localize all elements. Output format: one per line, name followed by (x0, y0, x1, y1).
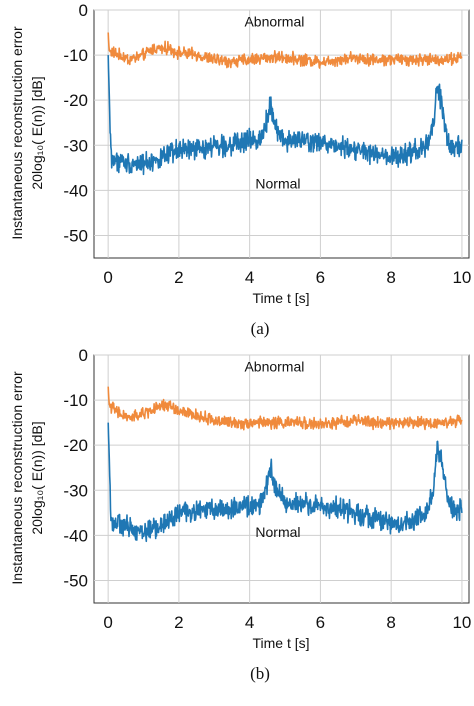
x-tick-label: 8 (386, 268, 395, 287)
grid-a (94, 9, 469, 258)
caption-b: (b) (250, 664, 270, 683)
ylabel-line1: Instantaneous reconstruction error (9, 26, 25, 240)
x-tick-label: 2 (174, 613, 183, 632)
series-normal-line (107, 55, 463, 176)
x-tick-label: 0 (103, 268, 112, 287)
y-tick-label: -50 (63, 571, 88, 590)
xlabel-a: Time t [s] (252, 290, 309, 306)
x-tick-label: 4 (245, 613, 254, 632)
y-tick-label: -20 (63, 436, 88, 455)
y-tick-label: -20 (63, 91, 88, 110)
y-tick-label: -10 (63, 391, 88, 410)
chart-a: Instantaneous reconstruction error 20log… (9, 1, 471, 338)
x-tick-label: 4 (245, 268, 254, 287)
annotation-label: Normal (255, 524, 300, 540)
figure-b: Instantaneous reconstruction error 20log… (0, 345, 474, 706)
plot-area-b (93, 354, 470, 604)
x-tick-label: 2 (174, 268, 183, 287)
x-tick-label: 8 (386, 613, 395, 632)
x-tick-label: 6 (316, 613, 325, 632)
annotation-label: Abnormal (244, 358, 304, 374)
ylabel-line2: 20log₁₀( E(n)) [dB] (29, 421, 45, 534)
series-normal-line (107, 422, 463, 543)
ylabel-b: Instantaneous reconstruction error 20log… (9, 371, 45, 585)
chart-b: Instantaneous reconstruction error 20log… (9, 346, 471, 683)
ylabel-line2: 20log₁₀( E(n)) [dB] (29, 76, 45, 189)
x-tick-label: 10 (452, 268, 471, 287)
series-abnormal-line (107, 386, 463, 431)
annotation-label: Normal (255, 176, 300, 192)
ylabel-line1: Instantaneous reconstruction error (9, 371, 25, 585)
y-tick-label: 0 (79, 346, 88, 365)
tick-labels-a: 0 2 4 6 8 10 0 -10 -20 -30 -40 -50 (63, 1, 471, 287)
y-tick-label: -30 (63, 136, 88, 155)
y-tick-label: -40 (63, 181, 88, 200)
tick-labels-b: 0 2 4 6 8 10 0 -10 -20 -30 -40 -50 (63, 346, 471, 632)
figure-a: Instantaneous reconstruction error 20log… (0, 0, 474, 345)
annotations-b: Abnormal Normal (244, 358, 304, 539)
xlabel-b: Time t [s] (252, 635, 309, 651)
x-tick-label: 6 (316, 268, 325, 287)
annotation-label: Abnormal (244, 13, 304, 29)
series-abnormal-line (107, 32, 463, 69)
ylabel-a: Instantaneous reconstruction error 20log… (9, 26, 45, 240)
y-tick-label: 0 (79, 1, 88, 20)
y-tick-label: -30 (63, 481, 88, 500)
y-tick-label: -10 (63, 46, 88, 65)
x-tick-label: 10 (452, 613, 471, 632)
annotations-a: Abnormal Normal (244, 13, 304, 191)
grid-b (94, 354, 469, 603)
y-tick-label: -50 (63, 226, 88, 245)
caption-a: (a) (251, 319, 270, 338)
x-tick-label: 0 (103, 613, 112, 632)
series-group-b (107, 386, 463, 543)
y-tick-label: -40 (63, 526, 88, 545)
series-group-a (107, 32, 463, 176)
